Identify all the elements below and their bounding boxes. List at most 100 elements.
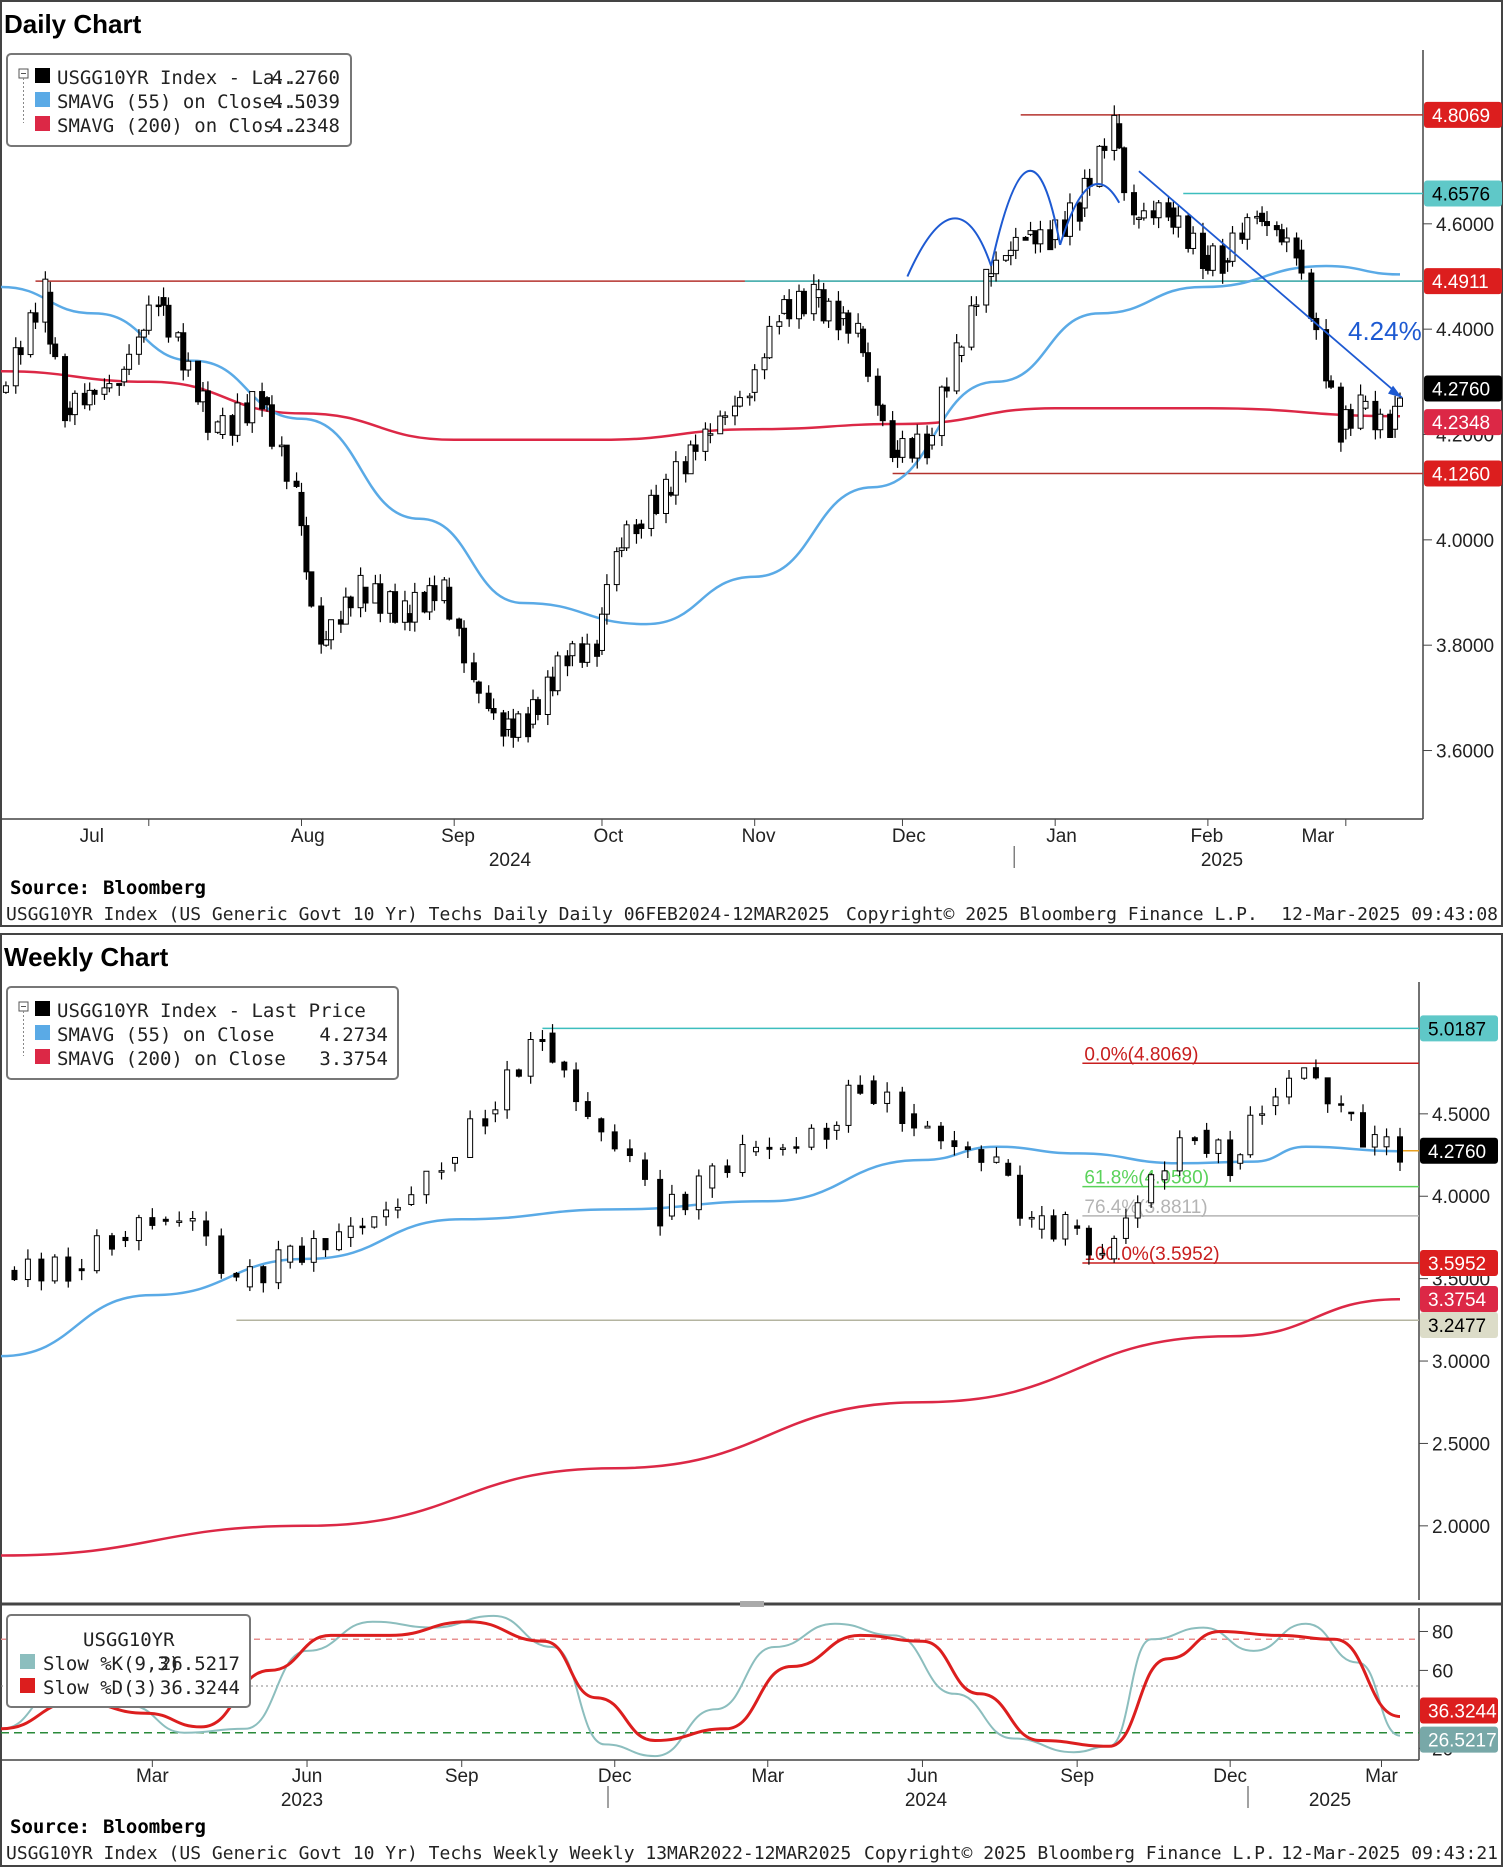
weekly-price-candle	[951, 1140, 958, 1148]
daily-price-candle	[855, 322, 862, 334]
daily-price-candle	[116, 383, 123, 386]
daily-price-candle	[81, 392, 88, 406]
weekly-price-candle	[899, 1091, 906, 1124]
daily-price-candle	[1283, 237, 1290, 243]
weekly-price-candle	[709, 1165, 716, 1189]
daily-year-label: 2025	[1201, 850, 1243, 871]
daily-pattern-arc	[906, 217, 993, 277]
daily-price-candle	[175, 332, 182, 338]
daily-price-candle	[1002, 255, 1009, 261]
weekly-price-candle	[1191, 1137, 1198, 1142]
weekly-price-candle	[93, 1235, 100, 1272]
weekly-price-candle	[808, 1127, 815, 1148]
weekly-price-candle	[1111, 1237, 1118, 1260]
weekly-month-label: Sep	[1060, 1766, 1094, 1787]
daily-price-candle	[377, 583, 384, 614]
weekly-legend-label-sma55: SMAVG (55) on Close	[57, 1024, 274, 1046]
daily-tag-4.2348: 4.2348	[1432, 413, 1490, 434]
daily-price-candle	[510, 718, 517, 738]
weekly-year-label: 2023	[281, 1790, 323, 1811]
daily-price-candle	[983, 268, 990, 306]
weekly-y-tick-label: 2.5000	[1432, 1434, 1490, 1455]
weekly-price-candle	[1134, 1202, 1141, 1219]
daily-price-candle	[500, 712, 507, 737]
weekly-price-candle	[135, 1217, 142, 1242]
daily-price-candle	[121, 368, 128, 383]
daily-legend-label-price: USGG10YR Index - La...	[57, 67, 309, 89]
stoch-legend-value-k: 26.5217	[160, 1653, 240, 1675]
weekly-price-candle	[1062, 1214, 1069, 1240]
weekly-price-candle	[482, 1118, 489, 1127]
daily-price-candle	[800, 290, 807, 315]
daily-price-candle	[1022, 236, 1029, 241]
daily-price-candle	[958, 346, 965, 356]
daily-price-candle	[864, 352, 871, 377]
weekly-month-label: Mar	[136, 1766, 169, 1787]
weekly-legend-label-sma200: SMAVG (200) on Close	[57, 1048, 286, 1070]
daily-price-candle	[746, 395, 753, 399]
stoch-tag-26.5217-bg	[1420, 1726, 1498, 1753]
weekly-price-candle	[275, 1249, 282, 1284]
daily-price-candle	[298, 491, 305, 527]
daily-source-label: Source:	[10, 877, 90, 899]
daily-price-candle	[860, 328, 867, 354]
weekly-tag-5.0187: 5.0187	[1428, 1019, 1486, 1040]
daily-price-candle	[185, 360, 192, 371]
weekly-price-candle	[310, 1238, 317, 1263]
daily-price-candle	[840, 312, 847, 320]
weekly-price-candle	[38, 1258, 45, 1282]
weekly-price-candle	[657, 1178, 664, 1227]
daily-price-candle	[929, 435, 936, 446]
weekly-month-label: Mar	[751, 1766, 784, 1787]
daily-price-candle	[663, 478, 670, 514]
daily-price-candle	[86, 389, 93, 406]
daily-price-candle	[525, 713, 532, 738]
daily-price-candle	[1185, 215, 1192, 249]
weekly-price-candle	[1161, 1170, 1168, 1181]
weekly-price-candle	[1085, 1227, 1092, 1256]
daily-price-candle	[648, 494, 655, 529]
daily-price-candle	[653, 494, 660, 514]
weekly-price-candle	[1371, 1134, 1378, 1148]
daily-price-candle	[71, 392, 78, 416]
daily-price-candle	[160, 297, 167, 306]
daily-price-candle	[470, 662, 477, 681]
daily-month-label: Mar	[1301, 826, 1334, 847]
daily-price-candle	[810, 283, 817, 315]
daily-y-tick-label: 3.6000	[1436, 742, 1494, 763]
daily-price-candle	[1027, 230, 1034, 235]
daily-price-candle	[598, 613, 605, 651]
daily-price-candle	[796, 290, 803, 320]
daily-price-candle	[431, 585, 438, 602]
weekly-price-candle	[779, 1147, 786, 1150]
daily-price-candle	[456, 618, 463, 629]
daily-month-label: Dec	[892, 826, 926, 847]
daily-price-candle	[91, 389, 98, 395]
weekly-price-candle	[189, 1217, 196, 1222]
daily-price-candle	[1347, 409, 1354, 429]
daily-price-candle	[401, 600, 408, 623]
weekly-year-label: 2024	[905, 1790, 948, 1811]
daily-price-candle	[259, 391, 266, 410]
daily-price-candle	[308, 571, 315, 607]
daily-price-candle	[357, 574, 364, 609]
weekly-price-candle	[11, 1269, 18, 1281]
weekly-price-candle	[347, 1225, 354, 1238]
daily-price-candle	[1362, 400, 1369, 409]
weekly-price-candle	[452, 1156, 459, 1164]
daily-tag-4.8069: 4.8069	[1432, 106, 1490, 127]
weekly-y-tick-label: 4.5000	[1432, 1105, 1490, 1126]
weekly-price-candle	[845, 1084, 852, 1126]
weekly-price-candle	[1286, 1077, 1293, 1098]
weekly-plot-area: 2.00002.50003.00003.50004.00004.50000.0%…	[0, 1015, 1498, 1811]
daily-price-candle	[579, 643, 586, 663]
daily-price-candle	[318, 605, 325, 645]
daily-y-tick-label: 4.4000	[1436, 320, 1494, 341]
daily-price-candle	[1293, 237, 1300, 259]
daily-price-candle	[1047, 229, 1054, 251]
daily-price-candle	[1328, 380, 1335, 388]
daily-price-candle	[1155, 202, 1162, 219]
weekly-month-label: Dec	[1213, 1766, 1247, 1787]
daily-price-candle	[1150, 210, 1157, 219]
weekly-legend-label-price: USGG10YR Index - Last Price	[57, 1000, 366, 1022]
